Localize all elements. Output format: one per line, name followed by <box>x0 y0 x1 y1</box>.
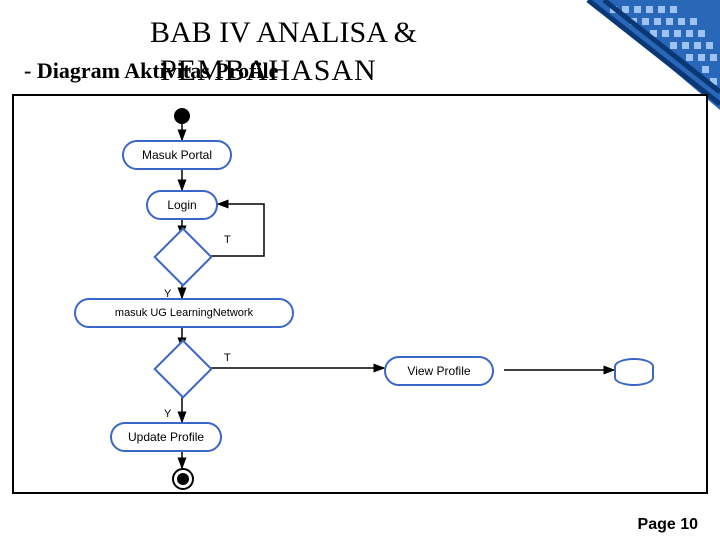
process-login: Login <box>146 190 218 220</box>
decision-2 <box>153 339 212 398</box>
chapter-title: BAB IV ANALISA & <box>150 16 417 50</box>
process-view-profile: View Profile <box>384 356 494 386</box>
end-node-dot <box>177 473 189 485</box>
start-node <box>174 108 190 124</box>
page-number: Page 10 <box>638 516 698 534</box>
process-masuk-portal: Masuk Portal <box>122 140 232 170</box>
edge-label: T <box>224 352 231 364</box>
edge-label: Y <box>164 408 171 420</box>
end-node <box>172 468 194 490</box>
chapter-title-2: PEMBAHASAN <box>160 54 377 88</box>
decision-1 <box>153 227 212 286</box>
process-masuk-ug: masuk UG LearningNetwork <box>74 298 294 328</box>
edge-label: T <box>224 234 231 246</box>
process-update-profile: Update Profile <box>110 422 222 452</box>
datastore-node <box>614 358 654 386</box>
activity-diagram: Masuk Portal Login masuk UG LearningNetw… <box>12 94 708 494</box>
edge-label: Y <box>164 288 171 300</box>
